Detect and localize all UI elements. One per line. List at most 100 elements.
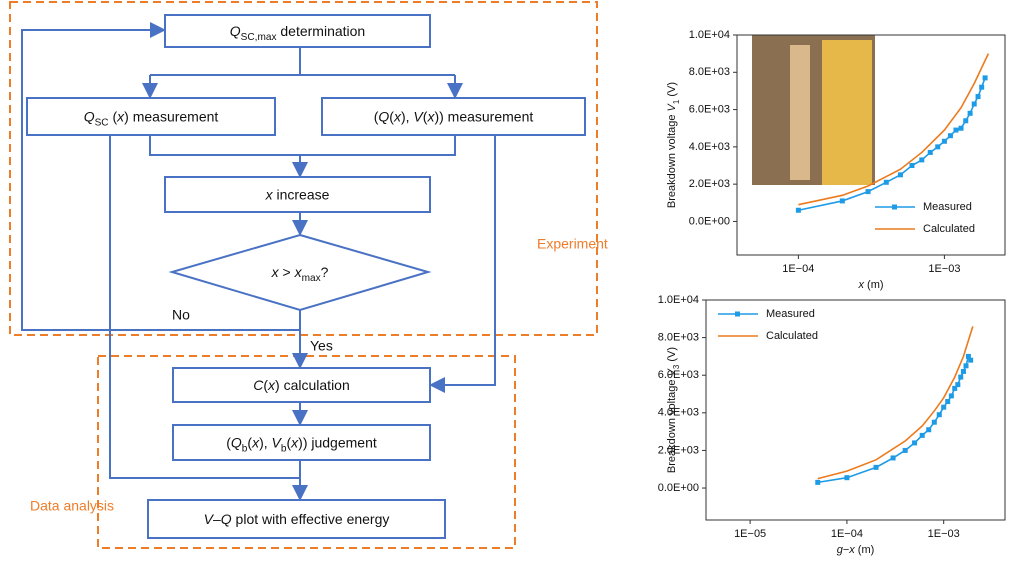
plot-frame <box>706 300 1005 520</box>
marker <box>968 111 973 116</box>
marker <box>866 189 871 194</box>
marker <box>844 475 849 480</box>
legend-marker <box>892 205 897 210</box>
group-label: Experiment <box>537 236 608 252</box>
marker <box>963 363 968 368</box>
marker <box>891 455 896 460</box>
marker <box>961 369 966 374</box>
label-part: (m) <box>864 279 884 291</box>
label: x increase <box>265 186 330 202</box>
label-part: – <box>213 511 221 527</box>
label-part: (m) <box>855 544 875 556</box>
marker <box>898 172 903 177</box>
label-part: Breakdown voltage <box>666 376 678 473</box>
label-part: ) measurement <box>124 108 218 124</box>
y-tick-label: 2.0E+03 <box>658 444 699 456</box>
label-part: ), <box>259 434 271 450</box>
photo-detail <box>822 40 872 185</box>
legend-label: Measured <box>923 201 972 213</box>
marker <box>941 405 946 410</box>
marker <box>928 150 933 155</box>
y-tick-label: 6.0E+03 <box>689 103 730 115</box>
label-part: )) measurement <box>434 108 533 124</box>
marker <box>955 382 960 387</box>
marker <box>937 412 942 417</box>
marker <box>796 208 801 213</box>
marker <box>874 465 879 470</box>
y-tick-label: 6.0E+03 <box>658 369 699 381</box>
y-tick-label: 8.0E+03 <box>658 332 699 344</box>
label-part: Q <box>84 108 95 124</box>
marker <box>963 118 968 123</box>
label-part: ? <box>321 264 329 280</box>
label-part: increase <box>273 186 330 202</box>
marker <box>983 75 988 80</box>
y-tick-label: 2.0E+03 <box>689 178 730 190</box>
label-part: )) judgement <box>298 434 377 450</box>
x-tick-label: 1E−04 <box>831 528 863 540</box>
marker <box>884 180 889 185</box>
label-part: Breakdown voltage <box>666 111 678 208</box>
x-tick-label: 1E−03 <box>928 528 960 540</box>
label: (Q(x), V(x)) measurement <box>374 108 534 124</box>
label-part: Q <box>378 108 389 124</box>
y-tick-label: 1.0E+04 <box>689 29 730 41</box>
label: C(x) calculation <box>253 377 350 393</box>
marker <box>953 128 958 133</box>
marker <box>910 163 915 168</box>
y-tick-label: 1.0E+04 <box>658 294 699 306</box>
marker <box>976 94 981 99</box>
edge-label: Yes <box>310 338 333 354</box>
label-part: (V) <box>666 82 678 100</box>
label-part: SC <box>95 118 109 129</box>
figure: Experiment Data analysis No Yes QSC,max … <box>0 0 1013 560</box>
label-part: ( <box>109 108 118 124</box>
marker <box>912 440 917 445</box>
group-label: Data analysis <box>30 498 114 514</box>
marker <box>942 139 947 144</box>
marker <box>949 393 954 398</box>
marker <box>926 427 931 432</box>
marker <box>932 420 937 425</box>
marker <box>945 399 950 404</box>
label-part: determination <box>277 23 366 39</box>
x-tick-label: 1E−04 <box>782 263 814 275</box>
label-part: ) calculation <box>275 377 350 393</box>
marker <box>840 198 845 203</box>
label: g−x (m) <box>837 544 875 556</box>
marker <box>903 448 908 453</box>
label-part: ), <box>401 108 413 124</box>
marker <box>972 101 977 106</box>
label: x (m) <box>857 279 883 291</box>
x-tick-label: 1E−03 <box>928 263 960 275</box>
label-part: Q <box>230 23 241 39</box>
edge-label: No <box>172 307 190 323</box>
marker <box>948 133 953 138</box>
y-tick-label: 8.0E+03 <box>689 66 730 78</box>
legend-marker <box>735 312 740 317</box>
marker <box>959 126 964 131</box>
marker <box>920 433 925 438</box>
label-part: Q <box>231 434 242 450</box>
marker <box>919 157 924 162</box>
marker <box>958 375 963 380</box>
y-tick-label: 0.0E+00 <box>689 215 730 227</box>
label: Breakdown voltage V1 (V) <box>666 82 681 208</box>
label: V–Q plot with effective energy <box>204 511 390 527</box>
label-part: max <box>302 273 321 284</box>
legend-label: Measured <box>766 308 815 320</box>
label-part: > <box>279 264 295 280</box>
y-tick-label: 4.0E+03 <box>689 141 730 153</box>
marker <box>968 358 973 363</box>
label-part: Q <box>221 511 232 527</box>
y-tick-label: 4.0E+03 <box>658 407 699 419</box>
series-line <box>818 356 971 482</box>
legend-label: Calculated <box>766 330 818 342</box>
marker <box>815 480 820 485</box>
marker <box>935 144 940 149</box>
y-tick-label: 0.0E+00 <box>658 482 699 494</box>
label-part: SC,max <box>241 32 277 43</box>
legend-label: Calculated <box>923 223 975 235</box>
marker <box>979 85 984 90</box>
x-tick-label: 1E−05 <box>734 528 766 540</box>
